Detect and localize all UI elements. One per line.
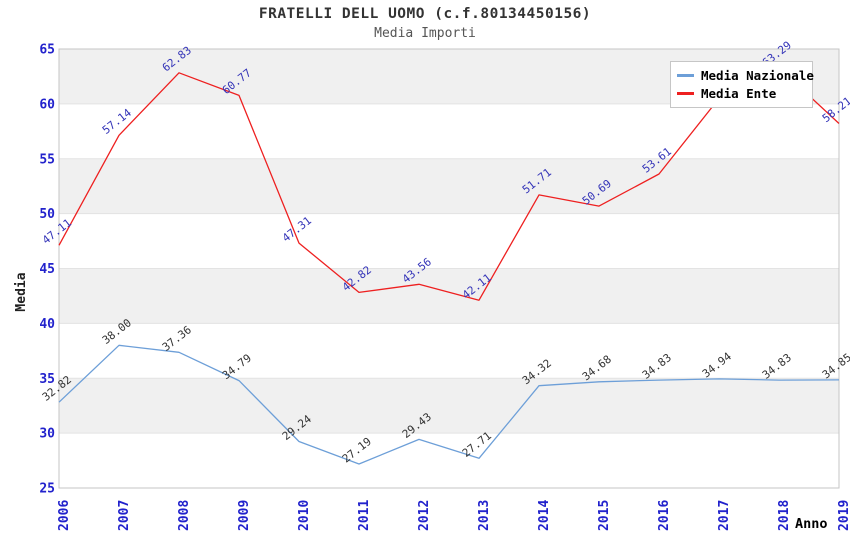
x-tick-label: 2016	[657, 500, 672, 531]
x-tick-label: 2010	[297, 500, 312, 531]
x-axis-title: Anno	[795, 516, 828, 532]
legend-label: Media Ente	[701, 85, 777, 101]
y-axis-title: Media	[14, 272, 29, 312]
x-tick-label: 2008	[177, 500, 192, 531]
chart-subtitle: Media Importi	[374, 26, 476, 41]
series-line-media-nazionale	[58, 344, 840, 465]
x-tick-label: 2015	[597, 500, 612, 531]
legend-label: Media Nazionale	[701, 67, 814, 83]
y-tick-label: 30	[39, 427, 55, 442]
y-tick-label: 50	[39, 207, 55, 222]
x-tick-label: 2012	[417, 500, 432, 531]
media-nazionale-line-swatch	[677, 73, 694, 77]
x-tick-label: 2009	[237, 500, 252, 531]
x-tick-label: 2019	[837, 500, 850, 531]
plot-band	[59, 323, 839, 379]
x-tick-label: 2017	[717, 500, 732, 531]
chart-title: FRATELLI DELL UOMO (c.f.80134450156)	[258, 6, 592, 22]
x-tick-label: 2014	[537, 500, 552, 531]
plot-border	[58, 48, 840, 489]
plot-band	[59, 158, 839, 214]
plot-band	[59, 103, 839, 159]
plot-band	[59, 433, 839, 488]
x-tick-label: 2006	[57, 500, 72, 531]
y-tick-label: 65	[39, 43, 55, 58]
y-tick-label: 45	[39, 262, 55, 277]
plot-band	[59, 378, 839, 434]
x-tick-label: 2011	[357, 500, 372, 531]
y-tick-label: 40	[39, 317, 55, 332]
y-tick-label: 25	[39, 482, 55, 497]
media-ente-line-swatch	[677, 91, 694, 95]
series-line-media-ente	[58, 67, 840, 301]
legend-item-media-nazionale[interactable]: Media Nazionale	[677, 66, 814, 84]
chart-legend: Media Nazionale Media Ente	[670, 61, 814, 108]
plot-band	[59, 268, 839, 324]
y-tick-label: 60	[39, 97, 55, 112]
x-tick-label: 2013	[477, 500, 492, 531]
legend-item-media-ente[interactable]: Media Ente	[677, 84, 812, 102]
plot-band	[59, 213, 839, 269]
y-tick-label: 35	[39, 372, 55, 387]
x-tick-label: 2007	[117, 500, 132, 531]
y-tick-label: 55	[39, 152, 55, 167]
x-tick-label: 2018	[777, 500, 792, 531]
